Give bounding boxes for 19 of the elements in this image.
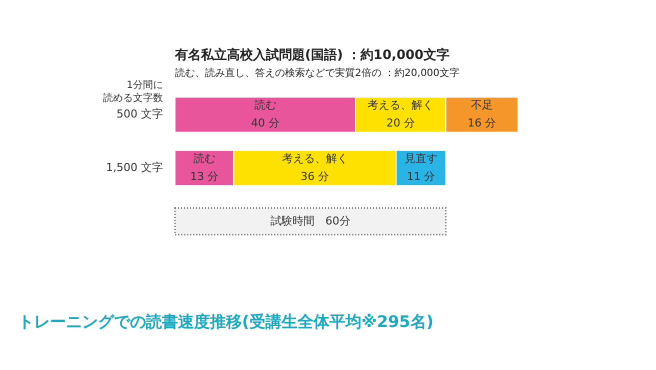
text: 考える、解く — [368, 98, 434, 112]
series-label: 見直す — [404, 152, 438, 165]
y-tick-label: 500 文字 — [116, 108, 163, 121]
text: トレーニングでの読書速度推移(受講生全体平均※295名) — [18, 312, 434, 331]
chart-title: 有名私立高校入試問題(国語) ：約10,000文字 — [174, 47, 450, 63]
series-label: 考える、解く — [282, 152, 348, 165]
data-label: 40 分 — [251, 116, 280, 130]
data-label: 36 分 — [300, 170, 330, 183]
chart-subtitle: 読む、読み直し、答えの検索などで実質2倍の ：約20,000文字 — [175, 67, 460, 79]
data-label: 11 分 — [406, 170, 436, 183]
band-label: 試験時間 60分 — [270, 214, 350, 228]
y-axis-title: 1分間に読める文字数 — [103, 79, 163, 104]
series-label: 不足 — [470, 98, 493, 112]
y-tick-label: 1,500 文字 — [106, 161, 163, 174]
data-label: 16 分 — [468, 116, 496, 130]
text: 読む — [254, 98, 276, 112]
series-label: 読む — [193, 152, 216, 165]
data-label: 13 分 — [190, 170, 219, 183]
data-label: 20 分 — [386, 116, 415, 130]
